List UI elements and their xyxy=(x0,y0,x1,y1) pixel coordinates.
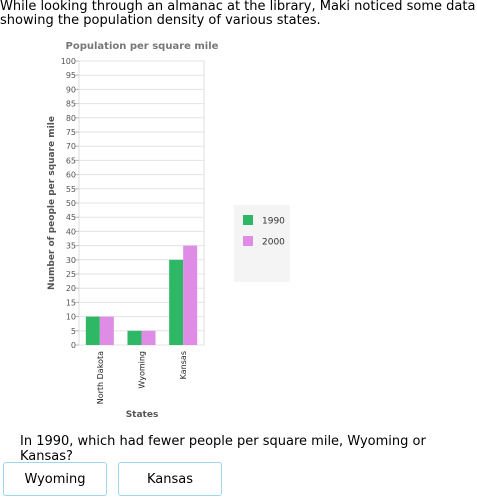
chart-title: Population per square mile xyxy=(66,41,219,52)
bar-2000-north-dakota xyxy=(99,316,114,345)
question-text: In 1990, which had fewer people per squa… xyxy=(20,434,426,464)
y-tick-label: 95 xyxy=(66,71,76,80)
y-tick-label: 35 xyxy=(66,242,76,251)
legend-label-1990: 1990 xyxy=(262,217,285,227)
y-tick-label: 90 xyxy=(66,85,76,94)
legend: 1990 2000 xyxy=(234,205,290,282)
x-axis-ticks: North Dakota Wyoming Kansas xyxy=(96,351,188,404)
y-tick-label: 5 xyxy=(71,327,76,336)
legend-swatch-1990 xyxy=(243,215,253,225)
bar-1990-wyoming xyxy=(127,330,142,345)
answer-button-kansas[interactable]: Kansas xyxy=(118,462,222,496)
y-axis-ticks: 0 5 10 15 20 25 30 35 40 45 50 55 60 65 70 75 80 85 90 95 10… xyxy=(61,57,79,350)
x-axis-label: States xyxy=(126,410,159,420)
y-tick-label: 50 xyxy=(66,199,76,208)
y-tick-label: 0 xyxy=(71,341,76,350)
bars xyxy=(85,245,198,345)
answer-button-wyoming[interactable]: Wyoming xyxy=(3,462,107,496)
y-tick-label: 10 xyxy=(66,313,76,322)
x-tick-label: North Dakota xyxy=(96,351,105,404)
y-tick-label: 30 xyxy=(66,256,76,265)
bar-2000-kansas xyxy=(183,245,198,345)
y-tick-label: 40 xyxy=(66,227,76,236)
y-tick-label: 80 xyxy=(66,114,76,123)
y-tick-label: 60 xyxy=(66,171,76,180)
bar-1990-kansas xyxy=(169,259,184,345)
y-tick-label: 15 xyxy=(66,298,76,307)
bar-1990-north-dakota xyxy=(85,316,100,345)
y-axis-label: Number of people per square mile xyxy=(47,116,57,290)
y-tick-label: 20 xyxy=(66,284,76,293)
legend-swatch-2000 xyxy=(243,236,253,246)
bar-chart: 0 5 10 15 20 25 30 35 40 45 50 55 60 65 70 75 80 85 90 95 10… xyxy=(47,41,290,420)
y-tick-label: 70 xyxy=(66,142,76,151)
legend-label-2000: 2000 xyxy=(262,238,285,248)
y-tick-label: 55 xyxy=(66,185,76,194)
y-tick-label: 100 xyxy=(61,57,76,66)
x-tick-label: Kansas xyxy=(179,351,188,379)
y-tick-label: 25 xyxy=(66,270,76,279)
y-tick-label: 85 xyxy=(66,100,76,109)
y-tick-label: 45 xyxy=(66,213,76,222)
bar-2000-wyoming xyxy=(141,330,156,345)
y-tick-label: 65 xyxy=(66,156,76,165)
y-tick-label: 75 xyxy=(66,128,76,137)
problem-intro: While looking through an almanac at the … xyxy=(0,0,476,28)
x-tick-label: Wyoming xyxy=(138,351,147,389)
